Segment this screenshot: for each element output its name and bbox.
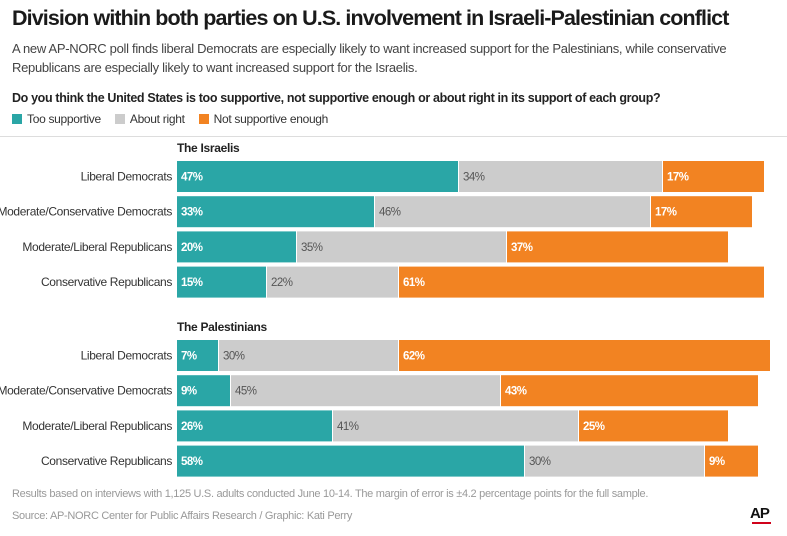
legend-swatch xyxy=(198,114,209,124)
data-label: 37% xyxy=(511,242,533,254)
legend-label: Not supportive enough xyxy=(213,112,329,126)
data-label: 15% xyxy=(181,277,203,289)
header-divider xyxy=(0,136,787,137)
data-label: 46% xyxy=(379,207,401,219)
data-label: 35% xyxy=(301,242,323,254)
data-label: 7% xyxy=(181,351,197,363)
data-label: 20% xyxy=(181,242,203,254)
bar-not-supportive-enough xyxy=(501,375,758,407)
data-label: 34% xyxy=(463,172,485,184)
data-label: 17% xyxy=(667,172,689,184)
bar-not-supportive-enough xyxy=(663,161,764,192)
bar-about-right xyxy=(297,231,506,263)
row-label: Conservative Republicans xyxy=(41,275,172,289)
bar-about-right xyxy=(267,266,398,298)
group-title: The Israelis xyxy=(177,141,240,155)
data-label: 9% xyxy=(181,386,197,398)
legend-item-about-right: About right xyxy=(114,112,185,126)
legend-label: Too supportive xyxy=(27,112,101,126)
source-credit: Source: AP-NORC Center for Public Affair… xyxy=(12,510,353,522)
data-label: 26% xyxy=(181,421,203,433)
bar-about-right xyxy=(231,375,500,407)
chart-subtitle: A new AP-NORC poll finds liberal Democra… xyxy=(12,41,727,75)
bar-too-supportive xyxy=(177,445,524,477)
data-label: 30% xyxy=(223,351,245,363)
chart-title: Division within both parties on U.S. inv… xyxy=(12,6,729,30)
data-label: 17% xyxy=(655,207,677,219)
data-label: 58% xyxy=(181,456,203,468)
legend-item-not-supportive-enough: Not supportive enough xyxy=(198,112,329,126)
bar-about-right xyxy=(375,196,650,228)
data-label: 30% xyxy=(529,456,551,468)
data-label: 62% xyxy=(403,351,425,363)
data-label: 9% xyxy=(709,456,725,468)
data-label: 25% xyxy=(583,421,605,433)
bar-too-supportive xyxy=(177,340,218,371)
bar-not-supportive-enough xyxy=(507,231,728,263)
row-label: Moderate/Conservative Democrats xyxy=(0,205,172,219)
bar-about-right xyxy=(333,410,578,442)
bar-too-supportive xyxy=(177,196,374,228)
row-label: Moderate/Liberal Republicans xyxy=(22,240,172,254)
group-title: The Palestinians xyxy=(177,320,268,334)
bar-too-supportive xyxy=(177,375,230,407)
legend-swatch xyxy=(12,114,22,124)
row-label: Moderate/Conservative Democrats xyxy=(0,384,172,398)
legend: Too supportive About right Not supportiv… xyxy=(12,111,342,127)
row-label: Liberal Democrats xyxy=(81,349,173,363)
survey-question: Do you think the United States is too su… xyxy=(12,91,661,105)
data-label: 33% xyxy=(181,207,203,219)
bar-not-supportive-enough xyxy=(579,410,728,442)
row-label: Liberal Democrats xyxy=(81,170,173,184)
bar-not-supportive-enough xyxy=(399,266,764,298)
data-label: 45% xyxy=(235,386,257,398)
legend-item-too-supportive: Too supportive xyxy=(12,112,101,126)
data-label: 43% xyxy=(505,386,527,398)
ap-logo: AP xyxy=(750,505,770,522)
data-label: 22% xyxy=(271,277,293,289)
footnote: Results based on interviews with 1,125 U… xyxy=(12,488,649,500)
bar-about-right xyxy=(219,340,398,371)
bar-about-right xyxy=(525,445,704,477)
bar-not-supportive-enough xyxy=(705,445,758,477)
row-label: Conservative Republicans xyxy=(41,454,172,468)
data-label: 61% xyxy=(403,277,425,289)
ap-logo-underline xyxy=(752,522,771,524)
bar-not-supportive-enough xyxy=(399,340,770,371)
bar-too-supportive xyxy=(177,161,458,192)
bar-too-supportive xyxy=(177,266,266,298)
data-label: 41% xyxy=(337,421,359,433)
data-label: 47% xyxy=(181,172,203,184)
bar-about-right xyxy=(459,161,662,192)
bar-too-supportive xyxy=(177,231,296,263)
bar-not-supportive-enough xyxy=(651,196,752,228)
legend-swatch xyxy=(114,114,125,124)
bar-too-supportive xyxy=(177,410,332,442)
legend-label: About right xyxy=(129,112,185,126)
row-label: Moderate/Liberal Republicans xyxy=(22,419,172,433)
